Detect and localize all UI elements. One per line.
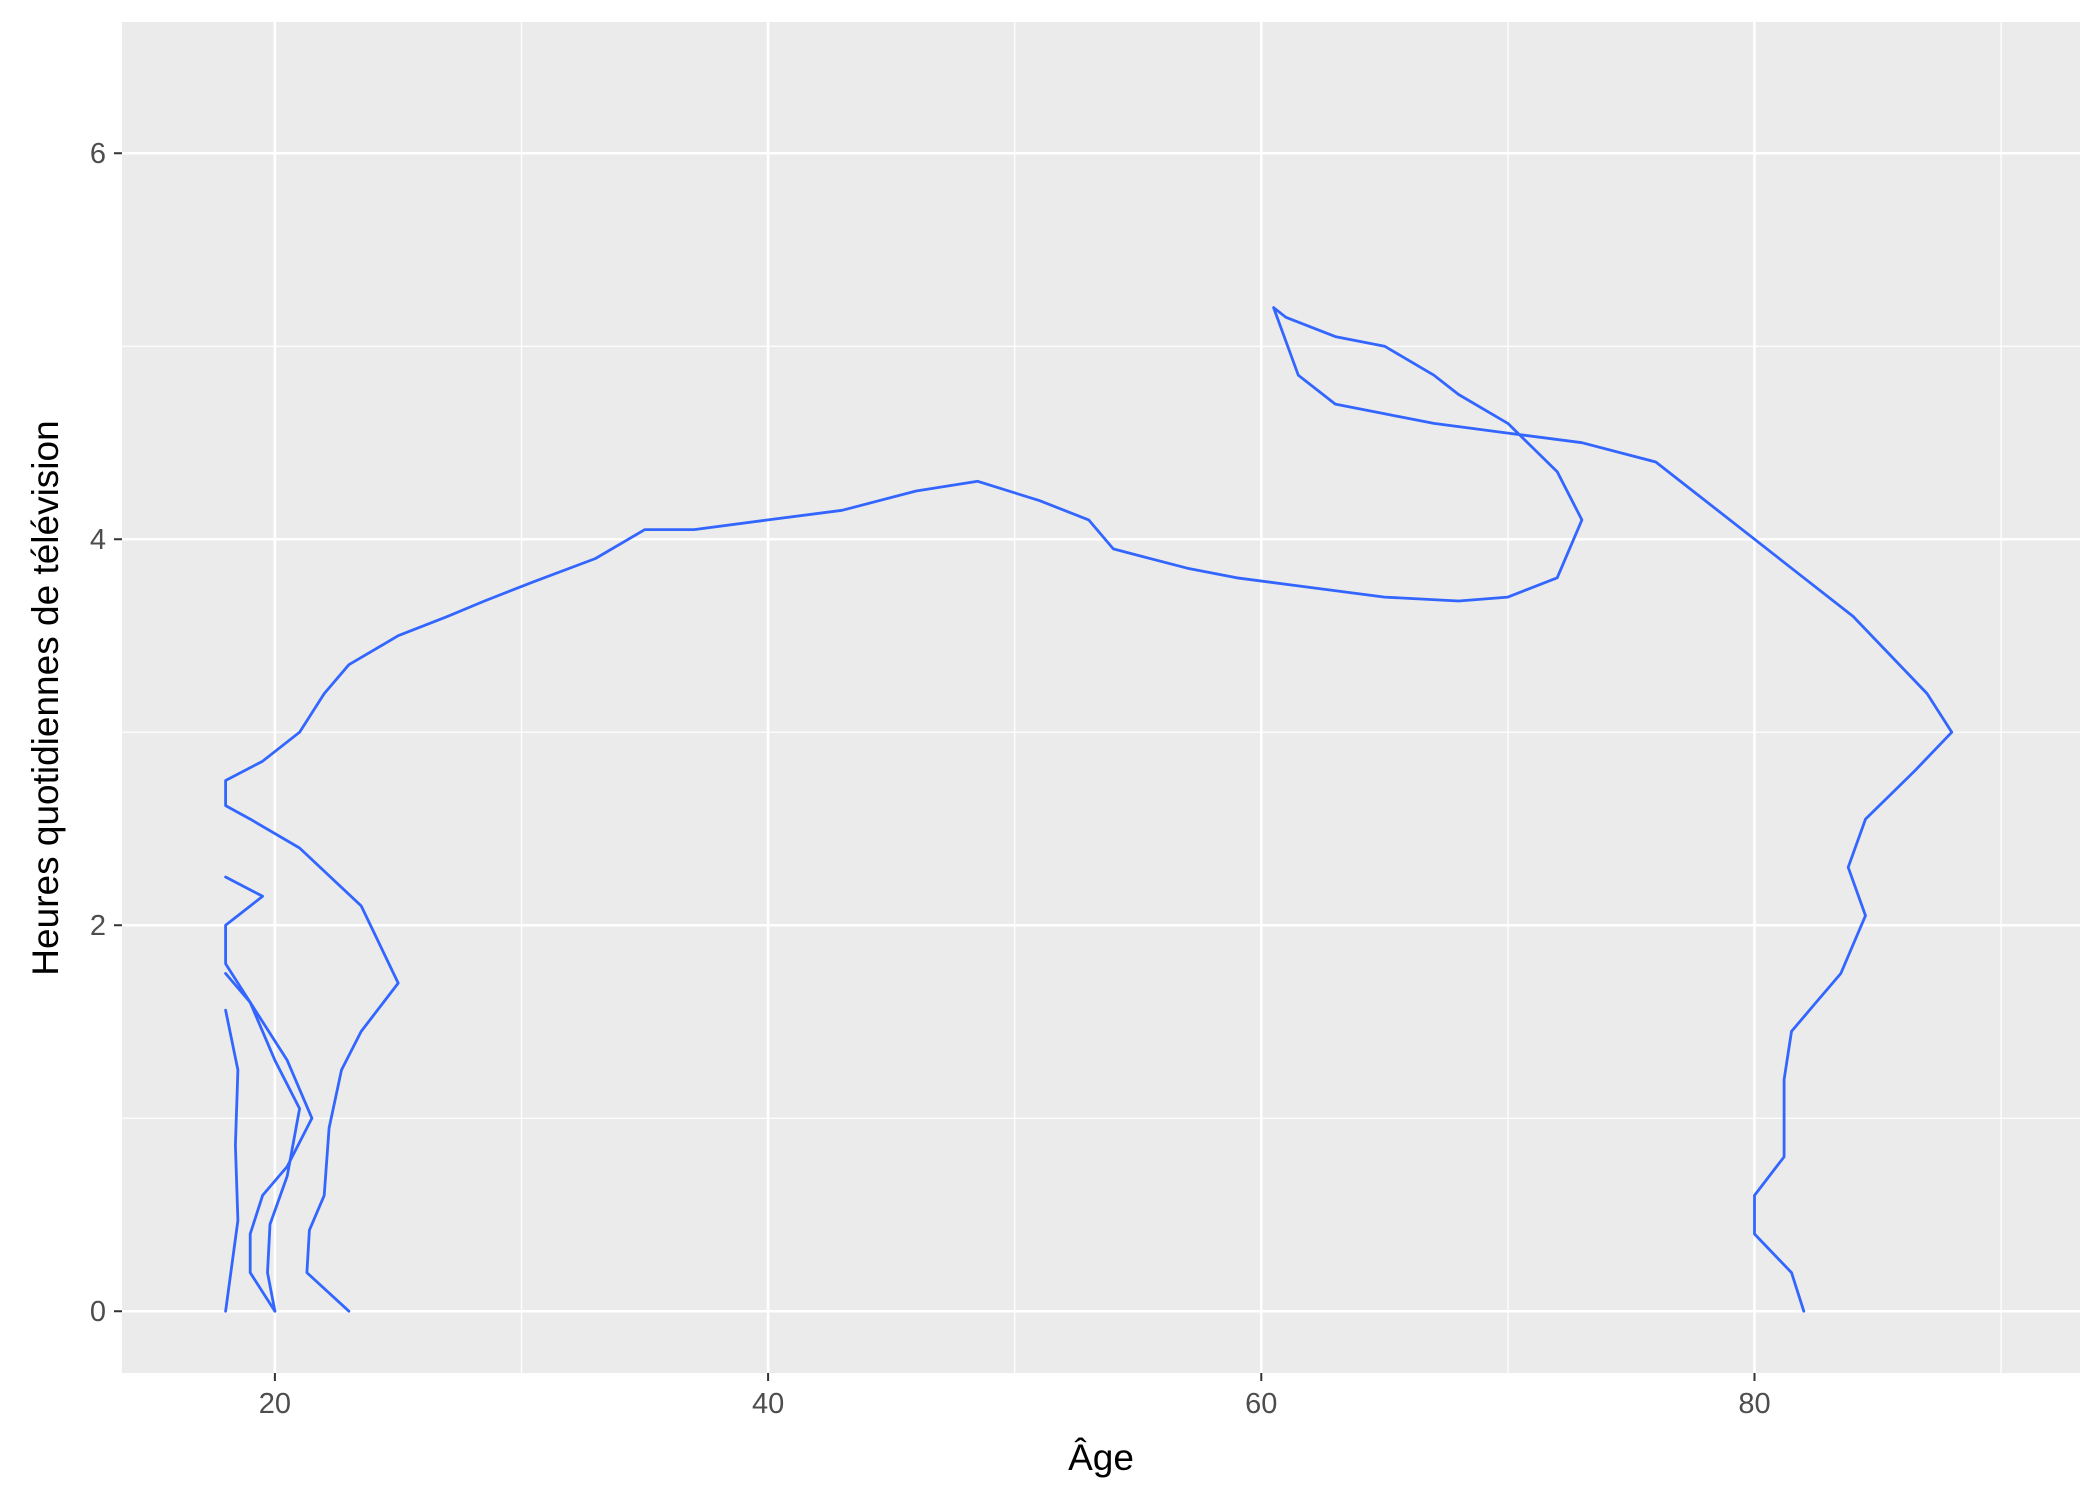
x-tick-label: 60: [1245, 1388, 1277, 1420]
minor-gridlines: [122, 22, 2080, 1373]
x-tick-label: 40: [752, 1388, 784, 1420]
contour-line-4: [224, 875, 301, 1313]
y-axis-title: Heures quotidiennes de télévision: [25, 420, 66, 975]
contour-line-1: [224, 1008, 240, 1313]
contour-line-3: [224, 306, 1954, 1313]
x-tick-label: 80: [1738, 1388, 1770, 1420]
plot-panel: [122, 22, 2080, 1373]
axis-ticks: [114, 152, 1756, 1381]
y-tick-label: 6: [90, 138, 106, 170]
y-tick-label: 4: [90, 524, 106, 556]
x-tick-label: 20: [259, 1388, 291, 1420]
tick-labels: 20 40 60 80 0 2 4 6: [90, 138, 1771, 1420]
y-tick-label: 0: [90, 1296, 106, 1328]
density-contours: [224, 306, 1954, 1313]
x-axis-title: Âge: [1068, 1437, 1134, 1478]
y-tick-label: 2: [90, 910, 106, 942]
contour-line-2: [224, 972, 314, 1313]
